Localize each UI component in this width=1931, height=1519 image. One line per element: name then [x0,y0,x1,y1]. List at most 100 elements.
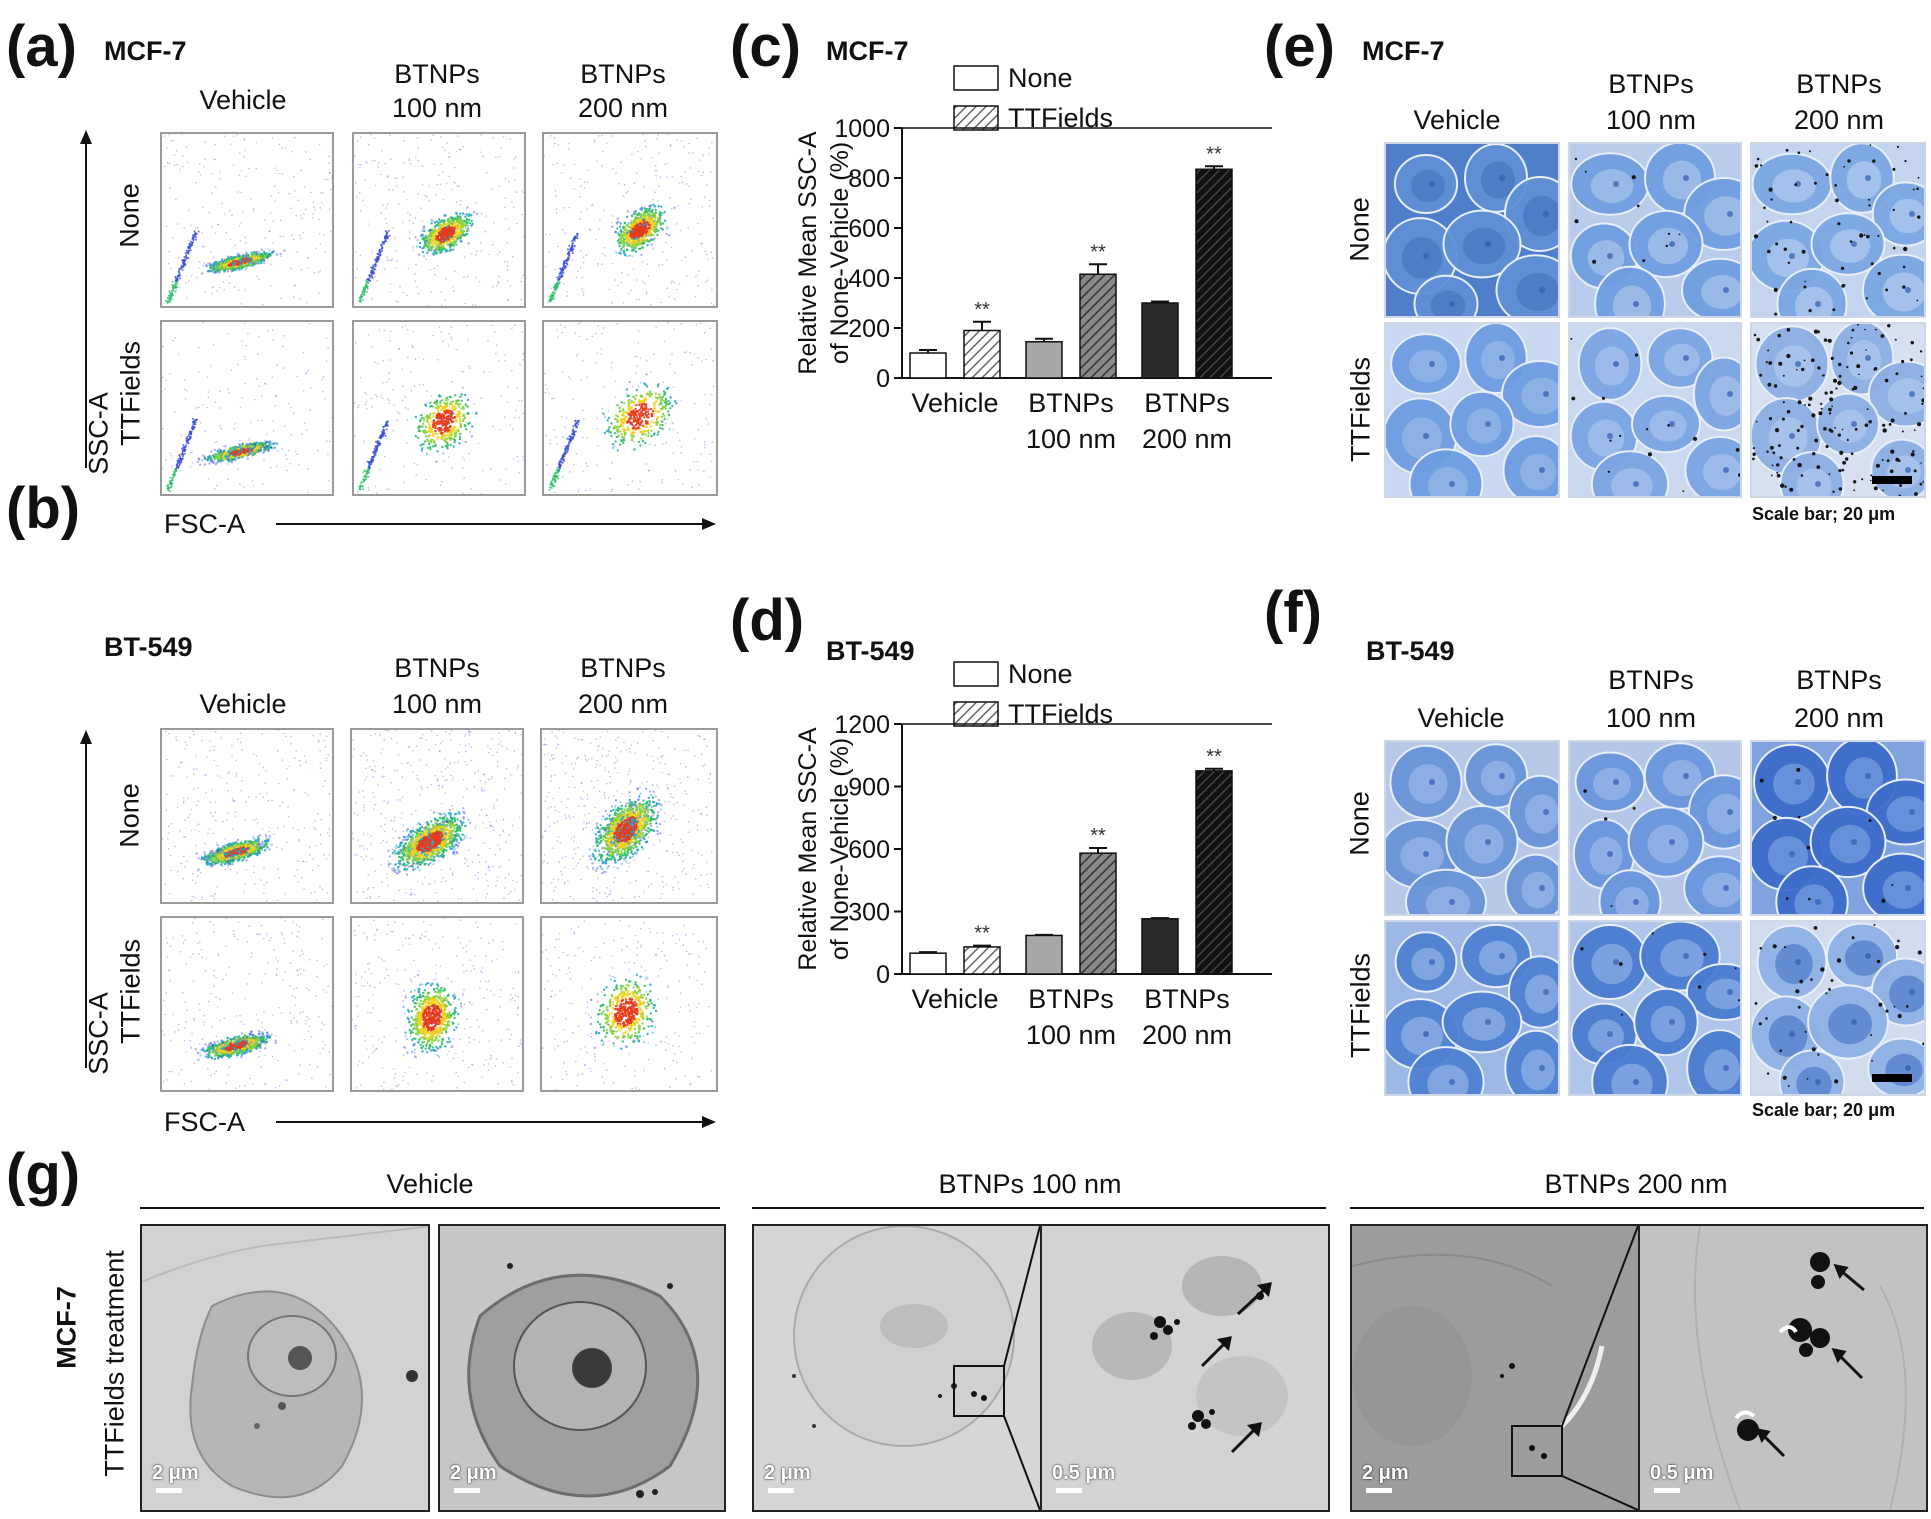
tem-scale-100-1: 2 μm [764,1462,811,1484]
y-tick-label: 800 [848,165,890,193]
tem-scale-200-1: 2 μm [1362,1462,1409,1484]
micrograph-e-none-200 [1750,142,1926,318]
col-header-100-f-line1: BTNPs [1608,665,1694,695]
bar-ttfields-2 [1195,168,1233,379]
tem-image-vehicle-2: 2 μm [438,1224,726,1512]
x-category-label: BTNPs [1144,388,1230,418]
tem-group-vehicle: Vehicle [386,1169,474,1199]
flow-plot-b-tt-200 [540,916,718,1092]
y-tick-label: 600 [848,215,890,243]
bar-ttfields-1 [1079,273,1117,379]
bar-none-0 [909,952,947,975]
tem-group-line-100 [752,1207,1326,1209]
tem-group-100: BTNPs 100 nm [938,1169,1122,1199]
significance-marker: ** [1206,143,1222,165]
col-header-200-f-line1: BTNPs [1796,665,1882,695]
col-header-100-a-line1: BTNPs [394,59,480,89]
tem-image-200-2: 0.5 μm [1638,1224,1928,1512]
bar-ttfields-0 [963,329,1001,379]
cell-line-a: MCF-7 [104,36,187,66]
tem-scale-vehicle-2: 2 μm [450,1462,497,1484]
bar-none-1 [1025,934,1063,975]
bar-none-1 [1025,341,1063,379]
bar-none-0 [909,352,947,379]
micrograph-e-tt-vehicle [1384,322,1560,498]
row-label-ttfields-b: TTFields [115,939,146,1045]
col-header-100-e-line1: BTNPs [1608,69,1694,99]
x-axis-label-fsc-a: FSC-A [164,509,245,539]
significance-marker: ** [974,923,990,945]
row-label-ttfields-a: TTFields [115,341,146,447]
flow-plot-b-tt-100 [350,916,524,1092]
tem-image-100-2: 0.5 μm [1040,1224,1330,1512]
x-category-label: Vehicle [911,388,998,418]
flow-plot-b-none-vehicle [160,728,334,904]
row-label-none-b: None [114,783,145,848]
flow-plot-b-none-200 [540,728,718,904]
y-axis-label-line2: of None-Vehicle (%) [826,142,854,364]
cell-line-d: BT-549 [826,636,915,666]
cell-line-g: MCF-7 [51,1286,82,1369]
tem-scale-200-2: 0.5 μm [1650,1462,1714,1484]
tem-group-line-vehicle [140,1207,720,1209]
col-header-200-a-line2: 200 nm [577,93,669,123]
x-category-label-line2: 200 nm [1142,424,1232,454]
micrograph-e-tt-200 [1750,322,1926,498]
flow-plot-b-none-100 [350,728,524,904]
y-tick-label: 0 [876,961,890,989]
micrograph-f-tt-200 [1750,920,1926,1096]
col-header-200-b-line2: 200 nm [577,689,669,719]
tem-image-100-1: 2 μm [752,1224,1042,1512]
cell-line-c: MCF-7 [826,36,909,66]
col-header-vehicle-e: Vehicle [1413,105,1501,135]
x-category-label-line2: 200 nm [1142,1020,1232,1050]
flow-plot-a-tt-200 [542,320,718,496]
x-axis-label-fsc-b: FSC-A [164,1107,245,1137]
row-label-ttfields-f: TTFields [1345,953,1376,1059]
col-header-200-a-line1: BTNPs [580,59,666,89]
y-tick-label: 300 [848,899,890,927]
significance-marker: ** [1206,746,1222,768]
y-tick-label: 400 [848,265,890,293]
x-category-label: BTNPs [1028,984,1114,1014]
y-axis-label-line1: Relative Mean SSC-A [794,727,822,970]
significance-marker: ** [1090,825,1106,847]
micrograph-f-none-vehicle [1384,740,1560,916]
panel-label-b: (b) [6,476,81,541]
legend-label-none: None [1008,63,1073,93]
micrograph-e-tt-100 [1568,322,1742,498]
x-category-label-line2: 100 nm [1026,1020,1116,1050]
cell-line-b: BT-549 [104,632,193,662]
bar-ttfields-2 [1195,770,1233,975]
panel-label-f: (f) [1264,580,1322,645]
x-axis-arrow-a [276,518,716,530]
bar-ttfields-1 [1079,852,1117,975]
panel-label-d: (d) [730,588,805,653]
x-axis-arrow-b [276,1116,716,1128]
micrograph-e-none-vehicle [1384,142,1560,318]
y-tick-label: 900 [848,774,890,802]
flow-plot-a-none-100 [352,132,526,308]
significance-marker: ** [1090,241,1106,263]
col-header-200-b-line1: BTNPs [580,653,666,683]
col-header-200-f-line2: 200 nm [1793,703,1885,733]
panel-label-e: (e) [1264,14,1335,79]
bar-none-2 [1141,302,1179,379]
col-header-vehicle-f: Vehicle [1417,703,1505,733]
tem-image-200-1: 2 μm [1350,1224,1640,1512]
x-category-label-line2: 100 nm [1026,424,1116,454]
flow-plot-a-tt-100 [352,320,526,496]
panel-label-a: (a) [6,14,77,79]
col-header-100-b-line2: 100 nm [391,689,483,719]
bar-ttfields-0 [963,946,1001,975]
x-category-label: BTNPs [1144,984,1230,1014]
panel-label-g: (g) [6,1142,81,1207]
col-header-100-f-line2: 100 nm [1605,703,1697,733]
row-label-ttfields-e: TTFields [1345,357,1376,463]
col-header-200-e-line1: BTNPs [1796,69,1882,99]
tem-group-line-200 [1350,1207,1924,1209]
y-tick-label: 600 [848,836,890,864]
micrograph-f-none-200 [1750,740,1926,916]
